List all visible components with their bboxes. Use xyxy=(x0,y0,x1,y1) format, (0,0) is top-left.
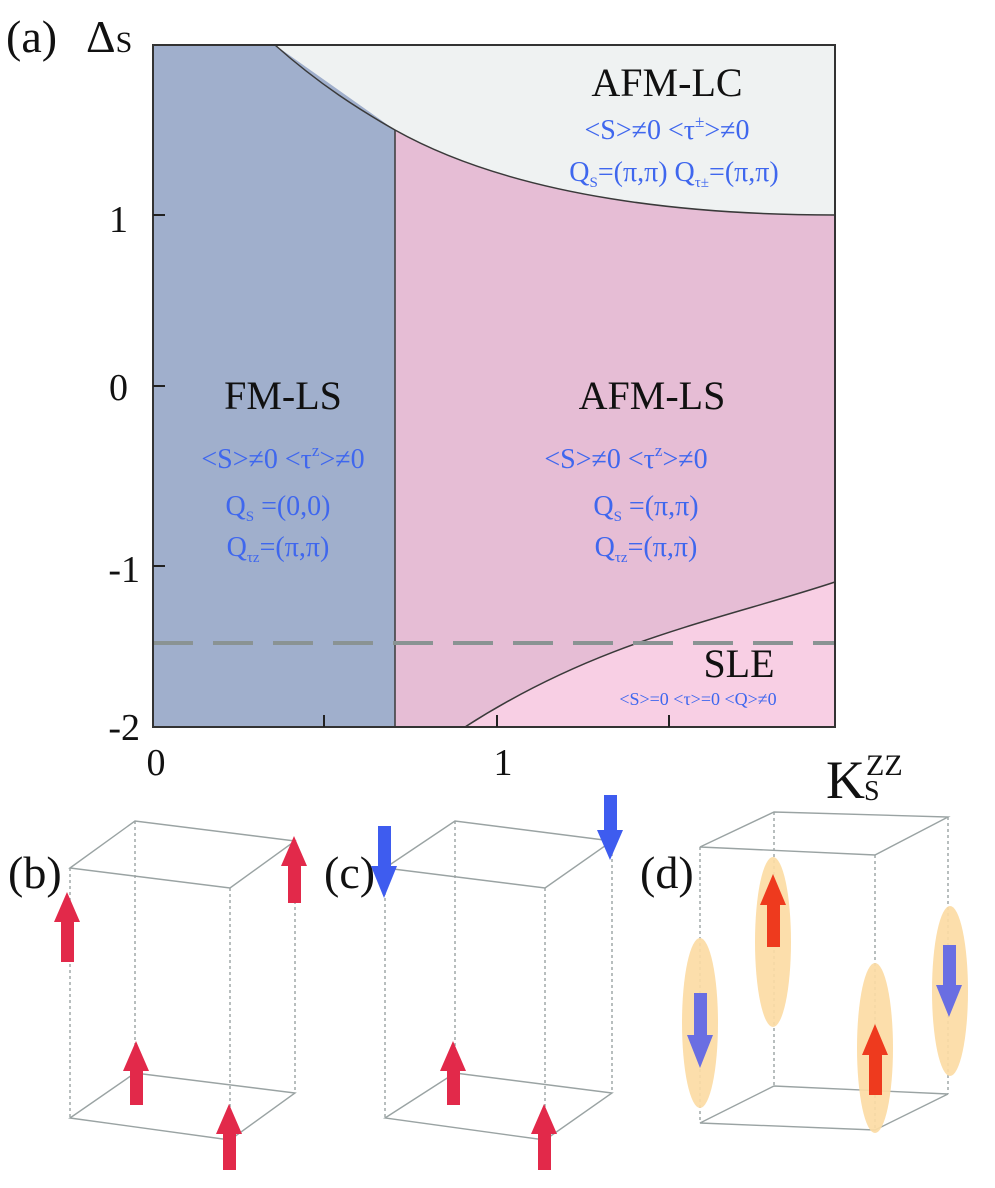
y-axis-label: ΔS xyxy=(86,11,132,62)
afm-lc-wavevector-line: QS=(π,π) Qτ±=(π,π) xyxy=(569,157,779,191)
afm-lc-label: AFM-LC xyxy=(591,60,742,105)
cube-c xyxy=(383,820,614,1141)
panel-d: (d) xyxy=(640,811,968,1133)
sle-order-line: <S>=0 <τ>=0 <Q>≠0 xyxy=(619,689,776,709)
y-tick-label: -1 xyxy=(108,549,140,591)
y-ticks xyxy=(153,214,165,567)
spin-down-arrow-icon xyxy=(936,945,962,1017)
y-tick-label: -2 xyxy=(108,707,140,749)
sle-region xyxy=(465,582,835,727)
fm-ls-region xyxy=(153,45,395,727)
panel-b: (b) xyxy=(8,820,307,1170)
cube-b xyxy=(68,820,297,1141)
spin-down-arrow-icon xyxy=(597,795,623,860)
panel-b-label: (b) xyxy=(8,847,62,898)
panel-c-label: (c) xyxy=(324,847,375,898)
afm-ls-qtau-line: Qτz=(π,π) xyxy=(595,532,698,566)
fm-ls-qtau-line: Qτz=(π,π) xyxy=(227,532,330,566)
afm-lc-order-line: <S>≠0 <τ±>≠0 xyxy=(584,112,749,146)
spin-up-arrow-icon xyxy=(440,1041,466,1105)
spin-up-arrow-icon xyxy=(54,892,80,962)
afm-lc-region xyxy=(275,45,835,215)
cube-d xyxy=(699,811,951,1131)
arrows-d xyxy=(687,874,962,1095)
spin-up-arrow-icon xyxy=(760,874,786,947)
y-tick-label: 0 xyxy=(109,367,128,409)
spin-up-arrow-icon xyxy=(281,836,307,903)
y-tick-label: 1 xyxy=(109,199,128,241)
arrows-b xyxy=(54,836,307,1170)
panel-a-label: (a) xyxy=(6,11,57,62)
x-axis-subscript: S xyxy=(864,776,880,807)
sle-label: SLE xyxy=(703,641,774,686)
afm-ls-qs-line: QS =(π,π) xyxy=(593,491,698,525)
phase-diagram: 1 0 -1 -2 0 1 (a) ΔS K ZZ S AFM-LC <S>≠0… xyxy=(6,11,903,810)
panel-c: (c) xyxy=(324,795,623,1170)
spin-up-arrow-icon xyxy=(216,1104,242,1170)
spin-up-arrow-icon xyxy=(123,1041,149,1105)
boundary-afm-lc xyxy=(274,44,836,216)
fm-ls-label: FM-LS xyxy=(224,373,342,418)
fm-ls-order-line: <S>≠0 <τz>≠0 xyxy=(201,441,364,475)
boundary-sle xyxy=(464,581,836,728)
panel-d-label: (d) xyxy=(640,847,694,898)
afm-ls-order-line: <S>≠0 <τz>≠0 xyxy=(544,441,707,475)
fm-ls-qs-line: QS =(0,0) xyxy=(225,491,330,525)
spin-down-arrow-icon xyxy=(371,826,397,898)
spin-up-arrow-icon xyxy=(862,1024,888,1095)
halos-d xyxy=(682,857,968,1133)
x-tick-label: 0 xyxy=(147,742,166,784)
afm-ls-label: AFM-LS xyxy=(579,373,726,418)
x-axis-superscript: ZZ xyxy=(866,749,903,782)
x-axis-label: K xyxy=(826,750,865,810)
x-ticks xyxy=(323,715,670,727)
spin-down-arrow-icon xyxy=(687,993,713,1068)
spin-up-arrow-icon xyxy=(531,1104,557,1170)
x-tick-label: 1 xyxy=(494,742,513,784)
arrows-c xyxy=(371,795,623,1170)
